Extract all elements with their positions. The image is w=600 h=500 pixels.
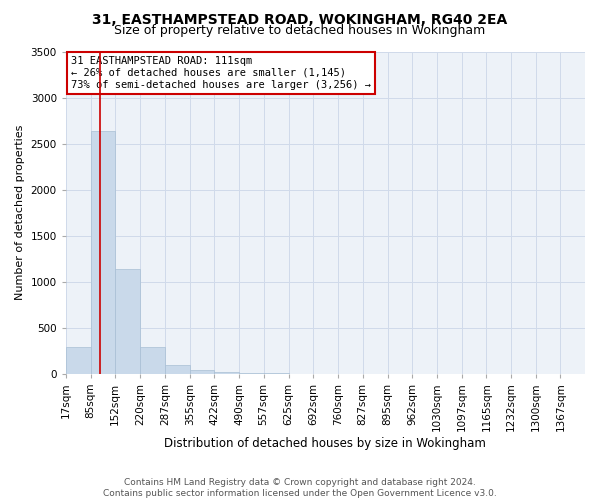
Bar <box>165 366 190 374</box>
Y-axis label: Number of detached properties: Number of detached properties <box>15 125 25 300</box>
Bar <box>190 370 214 374</box>
Bar <box>140 347 165 374</box>
Text: Contains HM Land Registry data © Crown copyright and database right 2024.
Contai: Contains HM Land Registry data © Crown c… <box>103 478 497 498</box>
X-axis label: Distribution of detached houses by size in Wokingham: Distribution of detached houses by size … <box>164 437 487 450</box>
Text: 31, EASTHAMPSTEAD ROAD, WOKINGHAM, RG40 2EA: 31, EASTHAMPSTEAD ROAD, WOKINGHAM, RG40 … <box>92 12 508 26</box>
Bar <box>66 347 91 374</box>
Text: 31 EASTHAMPSTEAD ROAD: 111sqm
← 26% of detached houses are smaller (1,145)
73% o: 31 EASTHAMPSTEAD ROAD: 111sqm ← 26% of d… <box>71 56 371 90</box>
Text: Size of property relative to detached houses in Wokingham: Size of property relative to detached ho… <box>115 24 485 37</box>
Bar <box>91 130 115 374</box>
Bar <box>214 372 239 374</box>
Bar <box>115 268 140 374</box>
